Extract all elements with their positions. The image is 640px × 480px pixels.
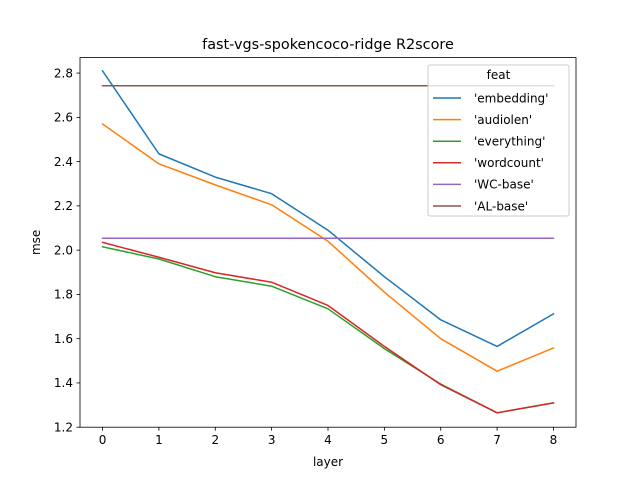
y-tick-label: 2.8	[54, 66, 73, 80]
legend-title: feat	[487, 68, 511, 82]
legend-box	[427, 64, 570, 217]
legend-label: 'embedding'	[474, 91, 548, 105]
y-tick-label: 1.6	[54, 332, 73, 346]
legend-label: 'wordcount'	[474, 156, 544, 170]
y-tick-label: 2.6	[54, 111, 73, 125]
legend: feat 'embedding' 'audiolen' 'everything' 'w…	[427, 64, 570, 217]
x-tick-label: 8	[550, 433, 558, 447]
legend-items: 'embedding' 'audiolen' 'everything' 'wordco…	[433, 91, 548, 213]
series-line	[101, 241, 555, 414]
series-line	[101, 69, 555, 348]
x-tick-label: 3	[268, 433, 276, 447]
x-tick-label: 1	[155, 433, 163, 447]
y-tick-label: 1.2	[54, 421, 73, 435]
x-tick-label: 2	[211, 433, 219, 447]
chart-title: fast-vgs-spokencoco-ridge R2score	[202, 37, 454, 53]
y-tick-label: 1.4	[54, 376, 73, 390]
y-tick-label: 2.4	[54, 155, 73, 169]
series-line	[101, 122, 555, 372]
legend-label: 'AL-base'	[474, 199, 528, 213]
series-layer	[101, 69, 555, 414]
y-axis: 1.2 1.4 1.6 1.8 2.0 2.2 2.4 2.6 2.8	[54, 66, 80, 435]
x-tick-label: 5	[381, 433, 389, 447]
legend-label: 'audiolen'	[474, 113, 532, 127]
y-tick-label: 1.8	[54, 288, 73, 302]
y-tick-label: 2.2	[54, 199, 73, 213]
x-axis: 0 1 2 3 4 5 6 7 8	[99, 427, 558, 447]
x-axis-label: layer	[313, 455, 343, 469]
y-tick-label: 2.0	[54, 243, 73, 257]
y-axis-label: mse	[29, 230, 43, 255]
x-tick-label: 6	[437, 433, 445, 447]
x-tick-label: 0	[99, 433, 107, 447]
legend-label: 'everything'	[474, 135, 545, 149]
x-tick-label: 7	[493, 433, 501, 447]
x-tick-label: 4	[324, 433, 332, 447]
legend-label: 'WC-base'	[474, 178, 534, 192]
